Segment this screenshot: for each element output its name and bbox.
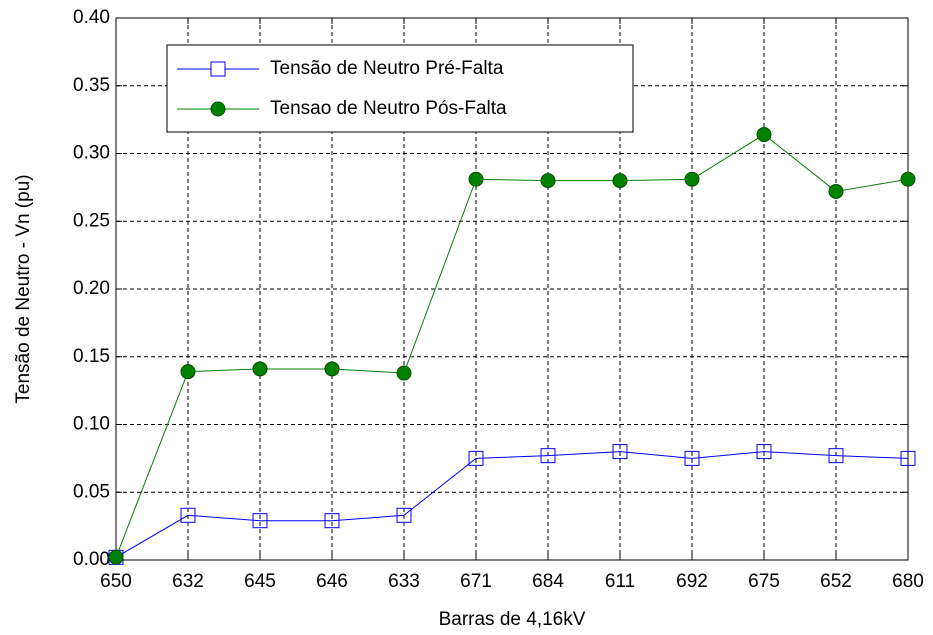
data-point — [108, 549, 124, 565]
data-point — [540, 173, 556, 189]
x-tick-label: 633 — [388, 571, 420, 592]
data-point — [756, 127, 772, 143]
x-tick-label: 652 — [820, 571, 852, 592]
data-point — [828, 183, 844, 199]
data-point — [756, 444, 772, 460]
data-point — [396, 365, 412, 381]
y-tick-label: 0.40 — [73, 7, 110, 28]
data-point — [324, 513, 340, 529]
y-tick-label: 0.25 — [73, 210, 110, 231]
y-tick-label: 0.20 — [73, 278, 110, 299]
y-tick-label: 0.35 — [73, 75, 110, 96]
legend-marker — [210, 61, 226, 77]
legend-label: Tensao de Neutro Pós-Falta — [270, 98, 507, 119]
y-tick-label: 0.15 — [73, 346, 110, 367]
plot-frame — [115, 17, 909, 561]
x-tick-label: 671 — [460, 571, 492, 592]
x-tick-label: 680 — [892, 571, 924, 592]
x-tick-label: 675 — [748, 571, 780, 592]
x-tick-label: 645 — [244, 571, 276, 592]
y-tick-label: 0.30 — [73, 143, 110, 164]
data-point — [180, 507, 196, 523]
data-point — [612, 444, 628, 460]
legend-marker — [210, 101, 226, 117]
data-point — [468, 171, 484, 187]
data-point — [324, 361, 340, 377]
data-point — [828, 448, 844, 464]
x-axis-label: Barras de 4,16kV — [439, 609, 586, 630]
data-point — [396, 507, 412, 523]
data-point — [540, 448, 556, 464]
y-tick-label: 0.10 — [73, 414, 110, 435]
data-point — [900, 450, 916, 466]
legend-box — [166, 44, 634, 133]
data-point — [684, 450, 700, 466]
y-tick-label: 0.00 — [73, 549, 110, 570]
data-point — [252, 513, 268, 529]
data-point — [684, 171, 700, 187]
data-point — [612, 173, 628, 189]
data-point — [468, 450, 484, 466]
series-line — [115, 451, 909, 558]
legend-label: Tensão de Neutro Pré-Falta — [270, 58, 504, 79]
y-axis-label: Tensão de Neutro - Vn (pu) — [13, 174, 34, 403]
x-tick-label: 650 — [100, 571, 132, 592]
data-point — [180, 364, 196, 380]
x-tick-label: 646 — [316, 571, 348, 592]
x-tick-label: 692 — [676, 571, 708, 592]
x-tick-label: 632 — [172, 571, 204, 592]
series-line — [115, 133, 909, 558]
x-tick-label: 611 — [605, 571, 635, 592]
x-tick-label: 684 — [532, 571, 564, 592]
data-point — [252, 361, 268, 377]
data-point — [900, 171, 916, 187]
y-tick-label: 0.05 — [73, 481, 110, 502]
legend: Tensão de Neutro Pré-Falta Tensao de Neut… — [166, 44, 634, 133]
